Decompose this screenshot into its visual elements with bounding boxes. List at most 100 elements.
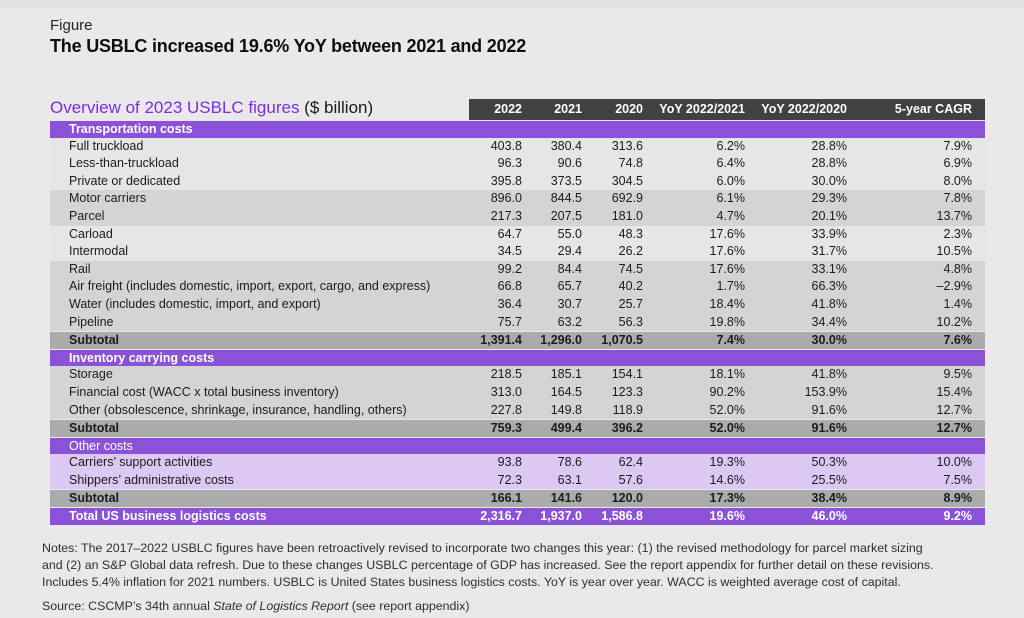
- source-report-name: State of Logistics Report: [213, 598, 349, 613]
- cell-2020: [586, 121, 647, 138]
- cell-5-year-cagr: 7.9%: [943, 138, 973, 153]
- cell-2020: 313.6: [611, 138, 643, 153]
- table-row: Motor carriers 896.0 844.5 692.9 6.1% 29.3% 7.…: [50, 190, 985, 208]
- cell-yoy-2022-2020: 33.1%: [811, 261, 847, 276]
- cell-yoy-2022-2021: 52.0%: [709, 402, 745, 417]
- table-title-band: Overview of 2023 USBLC figures ($ billio…: [50, 95, 985, 120]
- note-line: and (2) an S&P Global data refresh. Due …: [42, 557, 934, 572]
- cell-2021: 380.4: [550, 138, 582, 153]
- cell-2021: 141.6: [550, 491, 582, 506]
- row-label: Financial cost (WACC x total business in…: [69, 384, 339, 399]
- table-row: Parcel 217.3 207.5 181.0 4.7% 20.1% 13.7%: [50, 207, 985, 226]
- cell-yoy-2022-2021: [647, 438, 749, 455]
- row-label: Pipeline: [69, 314, 114, 329]
- table-row: Subtotal 759.3 499.4 396.2 52.0% 91.6% 12.7%: [50, 419, 985, 437]
- cell-5-year-cagr: 10.5%: [936, 244, 972, 259]
- row-label: Water (includes domestic, import, and ex…: [69, 296, 321, 311]
- cell-2021: [526, 121, 586, 138]
- section-header-row: Transportation costs: [50, 120, 985, 138]
- row-label: Parcel: [69, 208, 105, 223]
- cell-2022: 2,316.7: [480, 509, 522, 524]
- cell-2022: 34.5: [497, 244, 522, 259]
- table-row: Pipeline 75.7 63.2 56.3 19.8% 34.4% 10.2%: [50, 313, 985, 332]
- cell-yoy-2022-2020: 91.6%: [811, 421, 847, 436]
- cell-2020: 25.7: [618, 296, 643, 311]
- row-label: Subtotal: [69, 333, 119, 348]
- column-header-2021: 2021: [554, 102, 582, 116]
- cell-2022: 227.8: [490, 402, 522, 417]
- table-row: Rail 99.2 84.4 74.5 17.6% 33.1% 4.8%: [50, 260, 985, 279]
- cell-2022: 64.7: [497, 226, 522, 241]
- cell-2020: 304.5: [611, 173, 643, 188]
- row-label: Motor carriers: [69, 191, 147, 206]
- cell-yoy-2022-2021: 90.2%: [709, 384, 745, 399]
- cell-2020: 123.3: [611, 384, 643, 399]
- cell-2021: 1,937.0: [540, 509, 582, 524]
- cell-5-year-cagr: 2.3%: [943, 226, 973, 241]
- section-header-row: Other costs: [50, 436, 985, 455]
- cell-yoy-2022-2020: 25.5%: [811, 472, 847, 487]
- cell-2022: [469, 121, 526, 138]
- cell-2020: [586, 438, 647, 455]
- table-row: Subtotal 166.1 141.6 120.0 17.3% 38.4% 8.9%: [50, 489, 985, 508]
- top-band: [0, 0, 1024, 8]
- table-row: Private or dedicated 395.8 373.5 304.5 6.0% 3…: [50, 172, 985, 191]
- cell-yoy-2022-2021: 4.7%: [716, 208, 746, 223]
- cell-2021: 207.5: [550, 208, 582, 223]
- note-line: Includes 5.4% inflation for 2021 numbers…: [42, 574, 901, 589]
- cell-2020: 74.8: [618, 156, 643, 171]
- cell-2020: 26.2: [618, 244, 643, 259]
- figure-label: Figure: [50, 17, 93, 34]
- cell-2020: 396.2: [611, 421, 643, 436]
- row-label: Carload: [69, 226, 113, 241]
- cell-yoy-2022-2020: 46.0%: [811, 509, 847, 524]
- cell-2022: 93.8: [497, 455, 522, 470]
- table-row: Intermodal 34.5 29.4 26.2 17.6% 31.7% 10.5%: [50, 243, 985, 261]
- cell-2021: 164.5: [550, 384, 582, 399]
- cell-2021: [526, 438, 586, 455]
- cell-2022: 759.3: [490, 421, 522, 436]
- source-line: Source: CSCMP’s 34th annual State of Log…: [42, 598, 985, 615]
- row-label: Subtotal: [69, 491, 119, 506]
- cell-yoy-2022-2020: 29.3%: [811, 191, 847, 206]
- row-label: Other costs: [69, 438, 133, 453]
- cell-5-year-cagr: 1.4%: [943, 296, 973, 311]
- cell-yoy-2022-2020: 34.4%: [811, 314, 847, 329]
- table-title-text: Overview of 2023 USBLC figures: [50, 98, 300, 117]
- cell-5-year-cagr: 15.4%: [936, 384, 972, 399]
- cell-2021: 844.5: [550, 191, 582, 206]
- cell-2022: [469, 438, 526, 455]
- cell-yoy-2022-2020: 20.1%: [811, 208, 847, 223]
- cell-5-year-cagr: –2.9%: [936, 279, 972, 294]
- table-body: Transportation costs Full truckload 403.8 3…: [50, 120, 985, 525]
- cell-yoy-2022-2020: 38.4%: [811, 491, 847, 506]
- cell-yoy-2022-2021: 7.4%: [716, 333, 746, 348]
- row-label: Carriers’ support activities: [69, 455, 213, 470]
- cell-yoy-2022-2020: 28.8%: [811, 138, 847, 153]
- row-label: Intermodal: [69, 244, 129, 259]
- cell-yoy-2022-2020: [749, 438, 851, 455]
- cell-yoy-2022-2021: 6.0%: [716, 173, 746, 188]
- column-header-2020: 2020: [615, 102, 643, 116]
- table-row: Carriers’ support activities 93.8 78.6 62.4…: [50, 454, 985, 472]
- cell-2022: 1,391.4: [480, 333, 522, 348]
- usblc-table: Overview of 2023 USBLC figures ($ billio…: [50, 95, 985, 525]
- cell-yoy-2022-2021: 17.3%: [709, 491, 745, 506]
- cell-2022: 96.3: [497, 156, 522, 171]
- table-row: Air freight (includes domestic, import, …: [50, 278, 985, 296]
- cell-yoy-2022-2021: 1.7%: [716, 279, 746, 294]
- cell-2022: 75.7: [497, 314, 522, 329]
- cell-2022: 99.2: [497, 261, 522, 276]
- cell-2020: 118.9: [612, 402, 643, 417]
- column-header-5-year-cagr: 5-year CAGR: [894, 102, 972, 116]
- column-header-row: 2022 2021 2020 YoY 2022/2021 YoY 2022/2020 5-…: [469, 99, 985, 120]
- cell-yoy-2022-2020: 91.6%: [811, 402, 847, 417]
- cell-2022: 218.5: [490, 367, 522, 382]
- total-row: Total US business logistics costs 2,316.7…: [50, 507, 985, 525]
- table-row: Less-than-truckload 96.3 90.6 74.8 6.4% 28.8%…: [50, 155, 985, 173]
- table-row: Subtotal 1,391.4 1,296.0 1,070.5 7.4% 30.0% 7.…: [50, 331, 985, 349]
- cell-2021: 185.1: [550, 367, 582, 382]
- cell-5-year-cagr: [851, 438, 985, 455]
- cell-2022: 36.4: [497, 296, 522, 311]
- cell-2020: 1,070.5: [601, 333, 643, 348]
